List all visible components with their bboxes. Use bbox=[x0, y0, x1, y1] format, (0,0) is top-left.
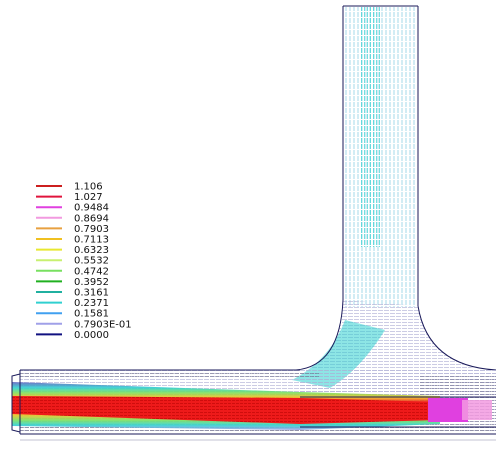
legend-label: 1.027 bbox=[74, 192, 103, 203]
legend: 1.1061.0270.94840.86940.79030.71130.6323… bbox=[36, 182, 132, 341]
legend-label: 0.1581 bbox=[74, 309, 109, 320]
legend-label: 0.8694 bbox=[74, 213, 109, 224]
legend-label: 0.9484 bbox=[74, 203, 109, 214]
inlet-nozzle-outline bbox=[11, 373, 21, 433]
junction-left-fillet bbox=[295, 299, 344, 371]
legend-label: 0.2371 bbox=[74, 298, 109, 309]
main-pipe bbox=[11, 369, 496, 441]
jet-core bbox=[12, 396, 440, 424]
legend-label: 0.7903E-01 bbox=[74, 319, 132, 330]
jet-outlet-magenta bbox=[428, 398, 468, 422]
legend-label: 1.106 bbox=[74, 182, 103, 193]
legend-label: 0.0000 bbox=[74, 330, 109, 341]
main-pipe-wall-mesh-top bbox=[20, 372, 320, 378]
vertical-branch bbox=[342, 5, 419, 307]
jet-outlet-pink bbox=[462, 400, 492, 420]
vertical-branch-core-vectors bbox=[360, 7, 382, 247]
junction-right-fillet bbox=[417, 305, 496, 371]
legend-label: 0.3161 bbox=[74, 288, 109, 299]
legend-label: 0.7903 bbox=[74, 224, 109, 235]
legend-label: 0.5532 bbox=[74, 256, 109, 267]
legend-label: 0.7113 bbox=[74, 235, 109, 246]
legend-label: 0.4742 bbox=[74, 266, 109, 277]
legend-label: 0.6323 bbox=[74, 245, 109, 256]
legend-label: 0.3952 bbox=[74, 277, 109, 288]
